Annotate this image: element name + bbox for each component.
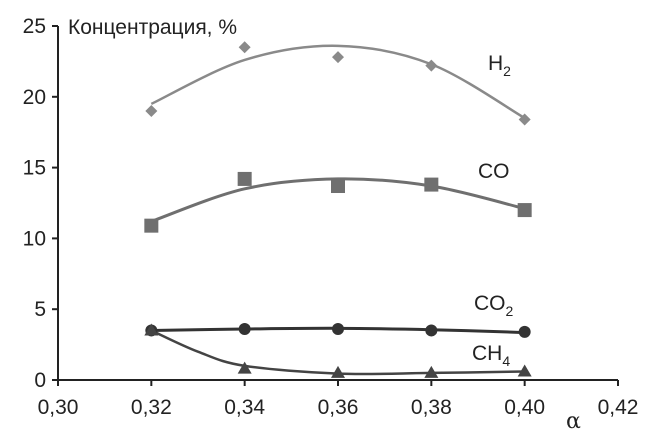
series-label-h2: H2 xyxy=(488,52,511,79)
y-tick-label: 5 xyxy=(34,298,46,321)
data-point-co2 xyxy=(518,325,531,338)
series-labels: H2 CO CO2 CH4 xyxy=(472,52,514,369)
data-point-ch4 xyxy=(237,361,252,374)
data-point-co xyxy=(424,177,439,192)
x-tick-label: 0,40 xyxy=(504,396,545,419)
x-tick-label: 0,42 xyxy=(598,396,639,419)
data-point-h2 xyxy=(332,51,344,64)
series-line-ch4 xyxy=(150,329,525,376)
x-tick-label: 0,32 xyxy=(131,396,172,419)
x-tick-label: 0,38 xyxy=(411,396,452,419)
data-point-h2 xyxy=(145,104,158,117)
data-point-co2 xyxy=(425,324,438,337)
data-point-co xyxy=(237,171,252,186)
x-tick-label: 0,30 xyxy=(38,396,79,419)
series-line-h2 xyxy=(150,44,526,120)
data-point-h2 xyxy=(425,59,438,72)
series-label-co: CO xyxy=(478,160,510,183)
x-axis-ticks: 0,30 0,32 0,34 0,36 0,38 0,40 0,42 xyxy=(38,380,639,419)
series-label-ch4: CH4 xyxy=(472,342,510,369)
y-tick-label: 0 xyxy=(34,369,46,392)
y-tick-label: 20 xyxy=(23,86,46,109)
data-point-ch4 xyxy=(331,365,345,378)
data-point-co2 xyxy=(238,323,251,336)
data-point-co xyxy=(144,218,159,233)
y-axis-ticks: 0 5 10 15 20 25 xyxy=(23,15,58,392)
series-line-co xyxy=(150,177,526,223)
x-tick-label: 0,34 xyxy=(224,396,265,419)
data-point-ch4 xyxy=(144,323,159,336)
series-markers xyxy=(144,41,532,378)
data-point-co xyxy=(331,179,345,194)
series-label-co2: CO2 xyxy=(474,292,514,319)
y-tick-label: 15 xyxy=(23,157,46,180)
data-point-ch4 xyxy=(424,365,439,378)
data-point-h2 xyxy=(518,113,531,126)
x-tick-label: 0,36 xyxy=(318,396,359,419)
y-tick-label: 10 xyxy=(23,227,46,250)
data-point-co xyxy=(517,203,532,218)
x-axis-title: α xyxy=(566,409,581,430)
data-point-ch4 xyxy=(517,364,532,377)
data-point-co2 xyxy=(332,323,344,336)
y-axis-title: Концентрация, % xyxy=(68,16,237,39)
y-tick-label: 25 xyxy=(23,15,46,38)
data-point-h2 xyxy=(238,41,251,54)
